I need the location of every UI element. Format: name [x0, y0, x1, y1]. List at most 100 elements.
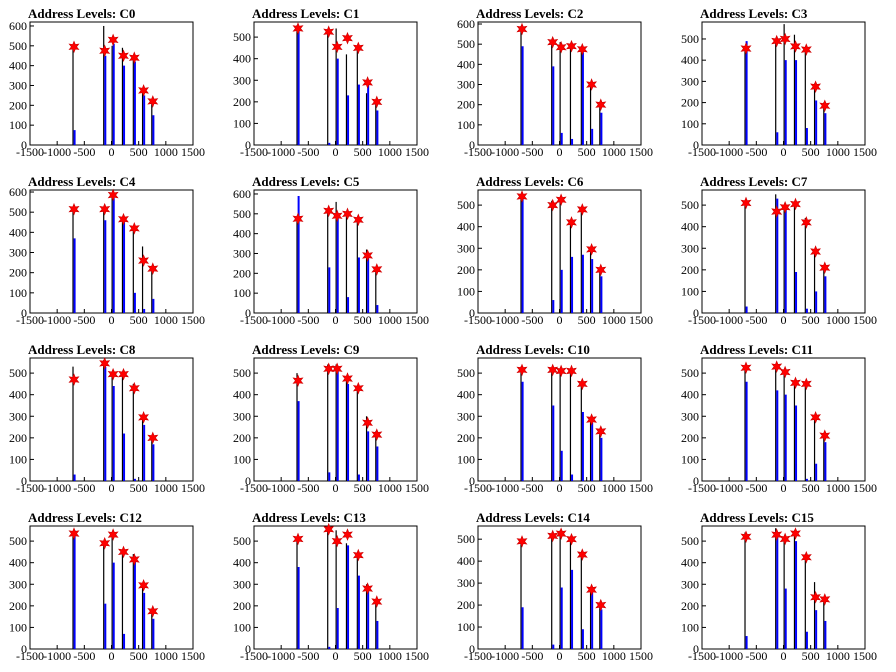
- y-tick-label: 400: [681, 388, 699, 402]
- star-marker: [352, 213, 364, 227]
- star-marker: [138, 410, 149, 424]
- chart-svg: Address Levels: C13 0 100 200 300 400 500 -1500…: [233, 510, 429, 663]
- plot-frame: [477, 357, 642, 482]
- star-marker: [779, 201, 791, 214]
- star-marker: [68, 40, 80, 54]
- star-marker: [789, 527, 801, 540]
- y-tick-label: 600: [457, 17, 475, 31]
- chart-svg: Address Levels: C4 0 100 200 300 400 500 600 -15…: [9, 174, 205, 327]
- x-tick-label: 1500: [405, 145, 429, 159]
- star-marker: [779, 32, 791, 46]
- y-tick-label: 500: [233, 534, 251, 548]
- star-marker: [117, 212, 129, 226]
- chart-title: Address Levels: C5: [252, 174, 360, 189]
- star-marker: [810, 80, 821, 94]
- chart-svg: Address Levels: C10 0 100 200 300 400 500 -1500…: [457, 342, 653, 495]
- star-marker: [586, 413, 597, 426]
- y-tick-label: 500: [233, 366, 251, 380]
- y-tick-label: 200: [233, 431, 251, 445]
- y-tick-label: 500: [681, 534, 699, 548]
- x-tick-label: -1000: [267, 313, 295, 327]
- x-tick-label: 0: [781, 145, 787, 159]
- y-tick-label: 200: [681, 431, 699, 445]
- star-marker: [341, 207, 353, 221]
- y-tick-label: 0: [693, 474, 699, 488]
- y-tick-label: 400: [457, 220, 475, 234]
- chart-title: Address Levels: C10: [476, 342, 590, 357]
- star-marker: [810, 245, 821, 258]
- y-tick-label: 500: [681, 198, 699, 212]
- chart-title: Address Levels: C4: [28, 174, 136, 189]
- y-tick-label: 200: [457, 98, 475, 112]
- chart-title: Address Levels: C6: [476, 174, 584, 189]
- x-tick-label: 0: [781, 481, 787, 495]
- y-tick-label: 200: [9, 266, 27, 280]
- chart-panel: Address Levels: C4 0 100 200 300 400 500 600 -15…: [0, 168, 224, 336]
- x-tick-label: 1000: [378, 313, 402, 327]
- star-marker: [107, 367, 119, 381]
- y-tick-label: 400: [233, 556, 251, 570]
- star-marker: [331, 362, 343, 376]
- star-marker: [576, 377, 588, 391]
- y-tick-label: 200: [681, 96, 699, 110]
- y-tick-label: 100: [681, 117, 699, 131]
- y-tick-label: 500: [9, 39, 27, 53]
- y-tick-label: 200: [457, 598, 475, 612]
- star-marker: [68, 373, 80, 386]
- y-tick-label: 300: [681, 241, 699, 255]
- x-tick-label: 500: [130, 313, 148, 327]
- star-marker: [789, 40, 801, 53]
- y-tick-label: 0: [245, 474, 251, 488]
- star-marker: [740, 196, 752, 210]
- x-tick-label: 1500: [629, 313, 653, 327]
- x-tick-label: -500: [297, 145, 319, 159]
- y-tick-label: 400: [233, 227, 251, 241]
- chart-title: Address Levels: C12: [28, 510, 142, 525]
- y-tick-label: 100: [233, 452, 251, 466]
- y-tick-label: 300: [681, 577, 699, 591]
- y-tick-label: 300: [9, 577, 27, 591]
- chart-svg: Address Levels: C10100200300400500-1500-…: [233, 6, 429, 159]
- x-tick-label: 500: [578, 649, 596, 663]
- star-marker: [779, 365, 791, 379]
- y-tick-label: 500: [681, 366, 699, 380]
- star-marker: [576, 203, 588, 216]
- star-marker: [789, 197, 801, 211]
- x-tick-label: -1500: [688, 145, 716, 159]
- star-marker: [107, 528, 119, 541]
- star-marker: [565, 216, 577, 229]
- x-tick-label: -500: [73, 481, 95, 495]
- x-tick-label: 0: [557, 481, 563, 495]
- x-tick-label: -500: [745, 145, 767, 159]
- x-tick-label: 1500: [405, 481, 429, 495]
- star-marker: [117, 49, 129, 62]
- star-marker: [107, 33, 119, 47]
- x-tick-label: 1500: [629, 481, 653, 495]
- x-tick-label: -1500: [16, 649, 44, 663]
- star-marker: [595, 98, 607, 112]
- x-tick-label: -1000: [491, 649, 519, 663]
- chart-svg: Address Levels: C90100200300400500-1500-…: [233, 342, 429, 495]
- star-marker: [516, 190, 528, 203]
- y-tick-label: 0: [469, 306, 475, 320]
- x-tick-label: -500: [521, 145, 543, 159]
- star-marker: [516, 363, 528, 377]
- star-marker: [800, 43, 812, 56]
- y-tick-label: 400: [9, 59, 27, 73]
- plot-frame: [253, 21, 418, 146]
- star-marker: [555, 527, 567, 541]
- y-tick-label: 200: [233, 266, 251, 280]
- star-marker: [555, 193, 567, 206]
- x-tick-label: 0: [109, 649, 115, 663]
- y-tick-label: 100: [681, 452, 699, 466]
- y-tick-label: 500: [457, 198, 475, 212]
- x-tick-label: 0: [333, 481, 339, 495]
- chart-svg: Address Levels: C2 0 100 200 300 400 500 600 -15…: [457, 6, 653, 159]
- x-tick-label: 0: [333, 145, 339, 159]
- chart-panel: Address Levels: C9 0 100 200 300 400 500 -1500-…: [224, 336, 448, 504]
- star-marker: [800, 551, 812, 564]
- chart-title: Address Levels: C8: [28, 342, 136, 357]
- plot-frame: [253, 189, 418, 314]
- x-tick-label: -1500: [240, 649, 268, 663]
- star-marker: [371, 595, 383, 608]
